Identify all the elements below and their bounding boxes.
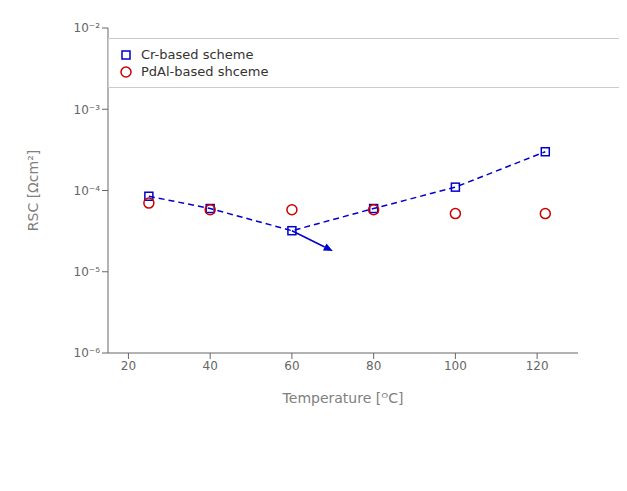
svg-text:10⁻²: 10⁻² [74, 21, 101, 35]
svg-text:10⁻³: 10⁻³ [74, 103, 101, 117]
svg-text:10⁻⁴: 10⁻⁴ [74, 184, 101, 198]
svg-text:RSC [Ωcm²]: RSC [Ωcm²] [25, 150, 41, 231]
svg-text:80: 80 [366, 359, 381, 373]
svg-text:60: 60 [284, 359, 299, 373]
html-text:Cr-based scheme: Cr-based scheme [141, 47, 254, 62]
svg-text:Temperature [ᴼC]: Temperature [ᴼC] [282, 390, 404, 406]
svg-text:120: 120 [526, 359, 549, 373]
html-text:PdAl-based shceme: PdAl-based shceme [141, 64, 269, 79]
svg-text:40: 40 [203, 359, 218, 373]
svg-text:10⁻⁵: 10⁻⁵ [74, 265, 101, 279]
svg-text:100: 100 [444, 359, 467, 373]
svg-text:20: 20 [121, 359, 136, 373]
svg-text:10⁻⁶: 10⁻⁶ [74, 346, 101, 360]
